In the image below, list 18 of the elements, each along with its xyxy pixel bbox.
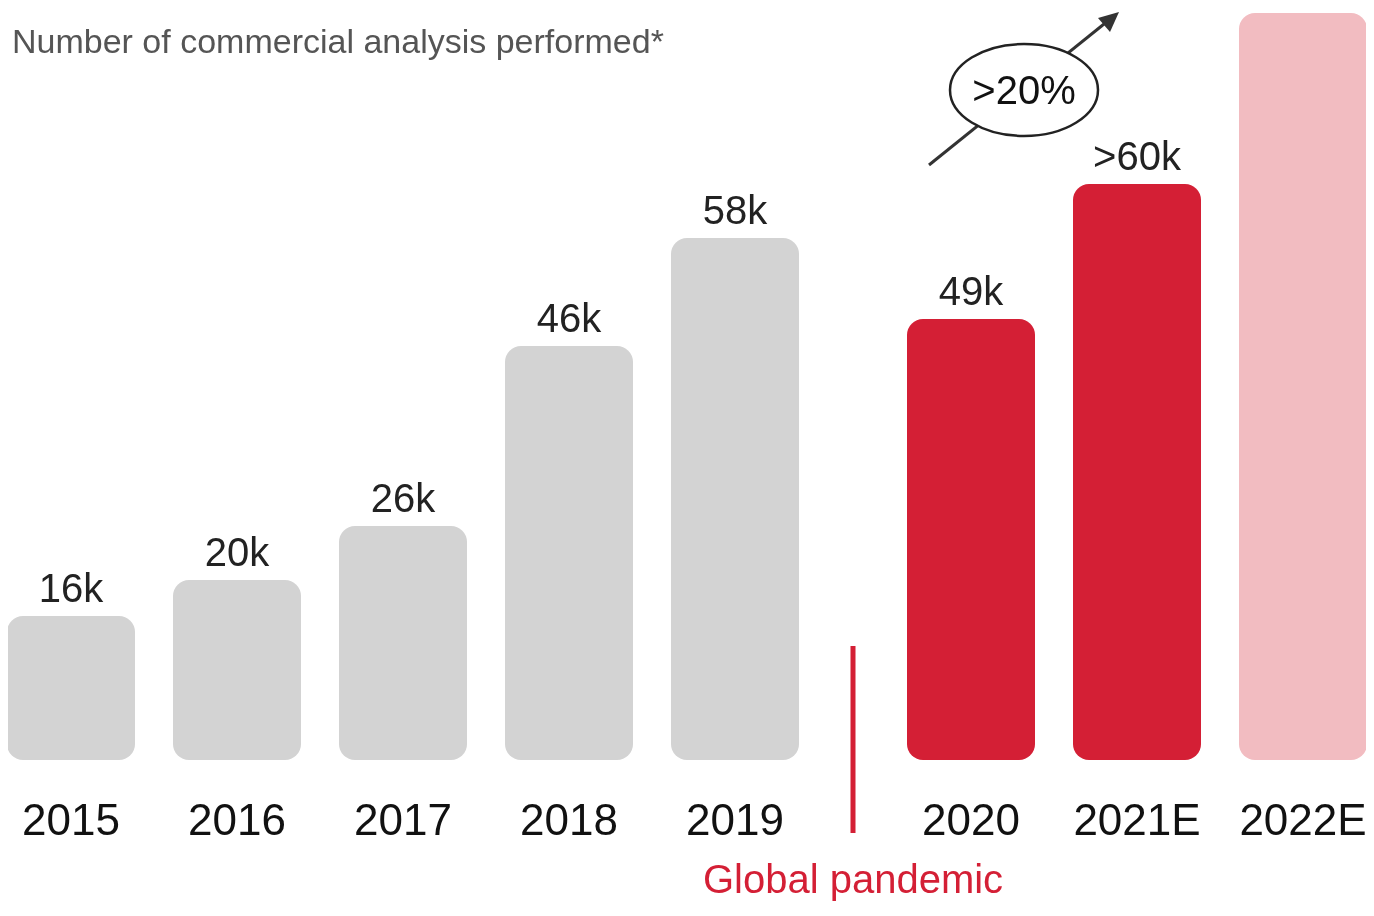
annotation: >20%: [972, 68, 1076, 112]
x-tick-label: 2017: [354, 795, 452, 844]
x-tick-label: 2022E: [1239, 795, 1367, 844]
x-tick-label: 2016: [188, 795, 286, 844]
data-label: 58k: [702, 188, 769, 232]
text: Global pandemic: [702, 857, 1004, 901]
x-tick-label: 2015: [22, 795, 120, 844]
chart-title: Number of commercial analysis performed*: [12, 22, 664, 60]
data-label: 16k: [38, 566, 105, 610]
x-tick-label: 2018: [520, 795, 618, 844]
data-label: 49k: [938, 269, 1005, 313]
x-tick-label: 2019: [686, 795, 784, 844]
data-label: 20k: [204, 530, 271, 574]
data-label: >60k: [1093, 134, 1182, 178]
data-label: 46k: [536, 296, 603, 340]
data-label: 26k: [370, 476, 437, 520]
x-tick-label: 2020: [922, 795, 1020, 844]
x-tick-label: 2021E: [1073, 795, 1201, 844]
